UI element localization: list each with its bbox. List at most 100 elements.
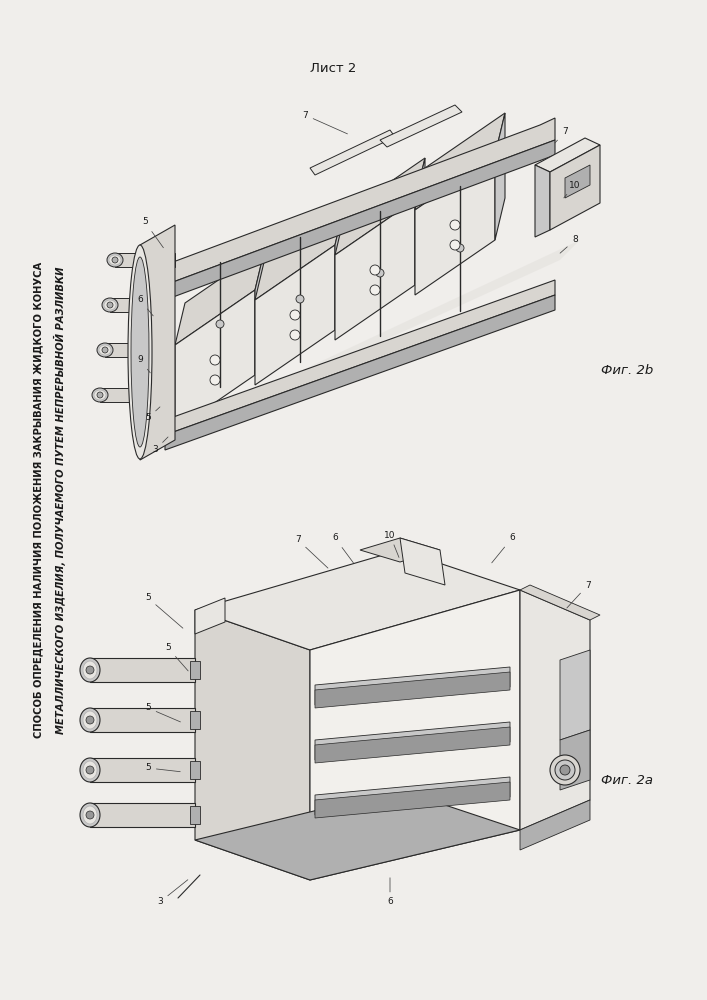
Circle shape <box>560 765 570 775</box>
Ellipse shape <box>83 711 97 729</box>
Circle shape <box>102 347 108 353</box>
Polygon shape <box>190 761 200 779</box>
Circle shape <box>97 392 103 398</box>
Ellipse shape <box>104 300 116 310</box>
Ellipse shape <box>102 298 118 312</box>
Polygon shape <box>360 538 440 562</box>
Polygon shape <box>415 155 495 295</box>
Polygon shape <box>165 295 555 450</box>
Ellipse shape <box>128 245 152 459</box>
Polygon shape <box>520 800 590 850</box>
Circle shape <box>86 716 94 724</box>
Ellipse shape <box>94 390 106 400</box>
Ellipse shape <box>83 661 97 679</box>
Polygon shape <box>190 806 200 824</box>
Ellipse shape <box>109 255 121 265</box>
Polygon shape <box>535 138 600 172</box>
Polygon shape <box>195 550 520 650</box>
Polygon shape <box>400 538 445 585</box>
Circle shape <box>550 755 580 785</box>
Polygon shape <box>560 730 590 790</box>
Polygon shape <box>90 803 195 827</box>
Polygon shape <box>195 790 520 880</box>
Text: 7: 7 <box>302 110 347 134</box>
Text: 7: 7 <box>567 580 591 608</box>
Polygon shape <box>190 711 200 729</box>
Polygon shape <box>560 650 590 740</box>
Circle shape <box>86 811 94 819</box>
Polygon shape <box>415 113 505 210</box>
Circle shape <box>370 265 380 275</box>
Polygon shape <box>535 165 550 237</box>
Circle shape <box>376 269 384 277</box>
Polygon shape <box>105 343 165 357</box>
Polygon shape <box>175 248 265 345</box>
Polygon shape <box>310 590 520 880</box>
Text: Лист 2: Лист 2 <box>310 62 356 75</box>
Polygon shape <box>90 658 195 682</box>
Circle shape <box>290 310 300 320</box>
Polygon shape <box>315 777 510 815</box>
Text: 5: 5 <box>145 764 180 772</box>
Text: 6: 6 <box>387 878 393 906</box>
Text: 3: 3 <box>152 437 168 454</box>
Polygon shape <box>315 727 510 763</box>
Polygon shape <box>90 708 195 732</box>
Ellipse shape <box>80 658 100 682</box>
Text: 5: 5 <box>145 407 160 422</box>
Polygon shape <box>155 240 580 445</box>
Polygon shape <box>165 280 555 435</box>
Circle shape <box>112 257 118 263</box>
Ellipse shape <box>107 253 123 267</box>
Text: 7: 7 <box>295 536 328 568</box>
Polygon shape <box>165 118 555 285</box>
Text: МЕТАЛЛИЧЕСКОГО ИЗДЕЛИЯ, ПОЛУЧАЕМОГО ПУТЕМ НЕПРЕРЫВНОЙ РАЗЛИВКИ: МЕТАЛЛИЧЕСКОГО ИЗДЕЛИЯ, ПОЛУЧАЕМОГО ПУТЕ… <box>54 266 66 734</box>
Text: 5: 5 <box>165 644 188 671</box>
Polygon shape <box>310 130 395 175</box>
Ellipse shape <box>131 257 149 447</box>
Circle shape <box>370 285 380 295</box>
Text: 5: 5 <box>145 704 180 722</box>
Text: Фиг. 2a: Фиг. 2a <box>601 774 653 786</box>
Polygon shape <box>315 672 510 708</box>
Polygon shape <box>110 298 170 312</box>
Text: 6: 6 <box>137 296 153 316</box>
Polygon shape <box>175 290 255 430</box>
Circle shape <box>450 240 460 250</box>
Text: 3: 3 <box>157 880 188 906</box>
Circle shape <box>86 766 94 774</box>
Ellipse shape <box>83 761 97 779</box>
Text: 9: 9 <box>137 356 151 373</box>
Text: 10: 10 <box>563 180 580 198</box>
Polygon shape <box>335 200 415 340</box>
Polygon shape <box>520 585 600 620</box>
Circle shape <box>555 760 575 780</box>
Text: 7: 7 <box>555 127 568 143</box>
Polygon shape <box>140 225 175 460</box>
Polygon shape <box>195 610 310 880</box>
Circle shape <box>216 320 224 328</box>
Polygon shape <box>335 158 425 255</box>
Ellipse shape <box>80 708 100 732</box>
Text: 10: 10 <box>384 530 399 557</box>
Ellipse shape <box>92 388 108 402</box>
Circle shape <box>210 375 220 385</box>
Polygon shape <box>255 245 335 385</box>
Polygon shape <box>115 253 175 267</box>
Text: 6: 6 <box>492 534 515 563</box>
Circle shape <box>107 302 113 308</box>
Polygon shape <box>315 722 510 760</box>
Polygon shape <box>100 388 160 402</box>
Text: 6: 6 <box>332 534 354 563</box>
Polygon shape <box>315 782 510 818</box>
Circle shape <box>456 244 464 252</box>
Polygon shape <box>90 758 195 782</box>
Circle shape <box>290 330 300 340</box>
Polygon shape <box>190 661 200 679</box>
Text: 5: 5 <box>142 218 163 248</box>
Circle shape <box>86 666 94 674</box>
Circle shape <box>450 220 460 230</box>
Polygon shape <box>415 158 425 285</box>
Polygon shape <box>380 105 462 147</box>
Text: Фиг. 2b: Фиг. 2b <box>601 363 653 376</box>
